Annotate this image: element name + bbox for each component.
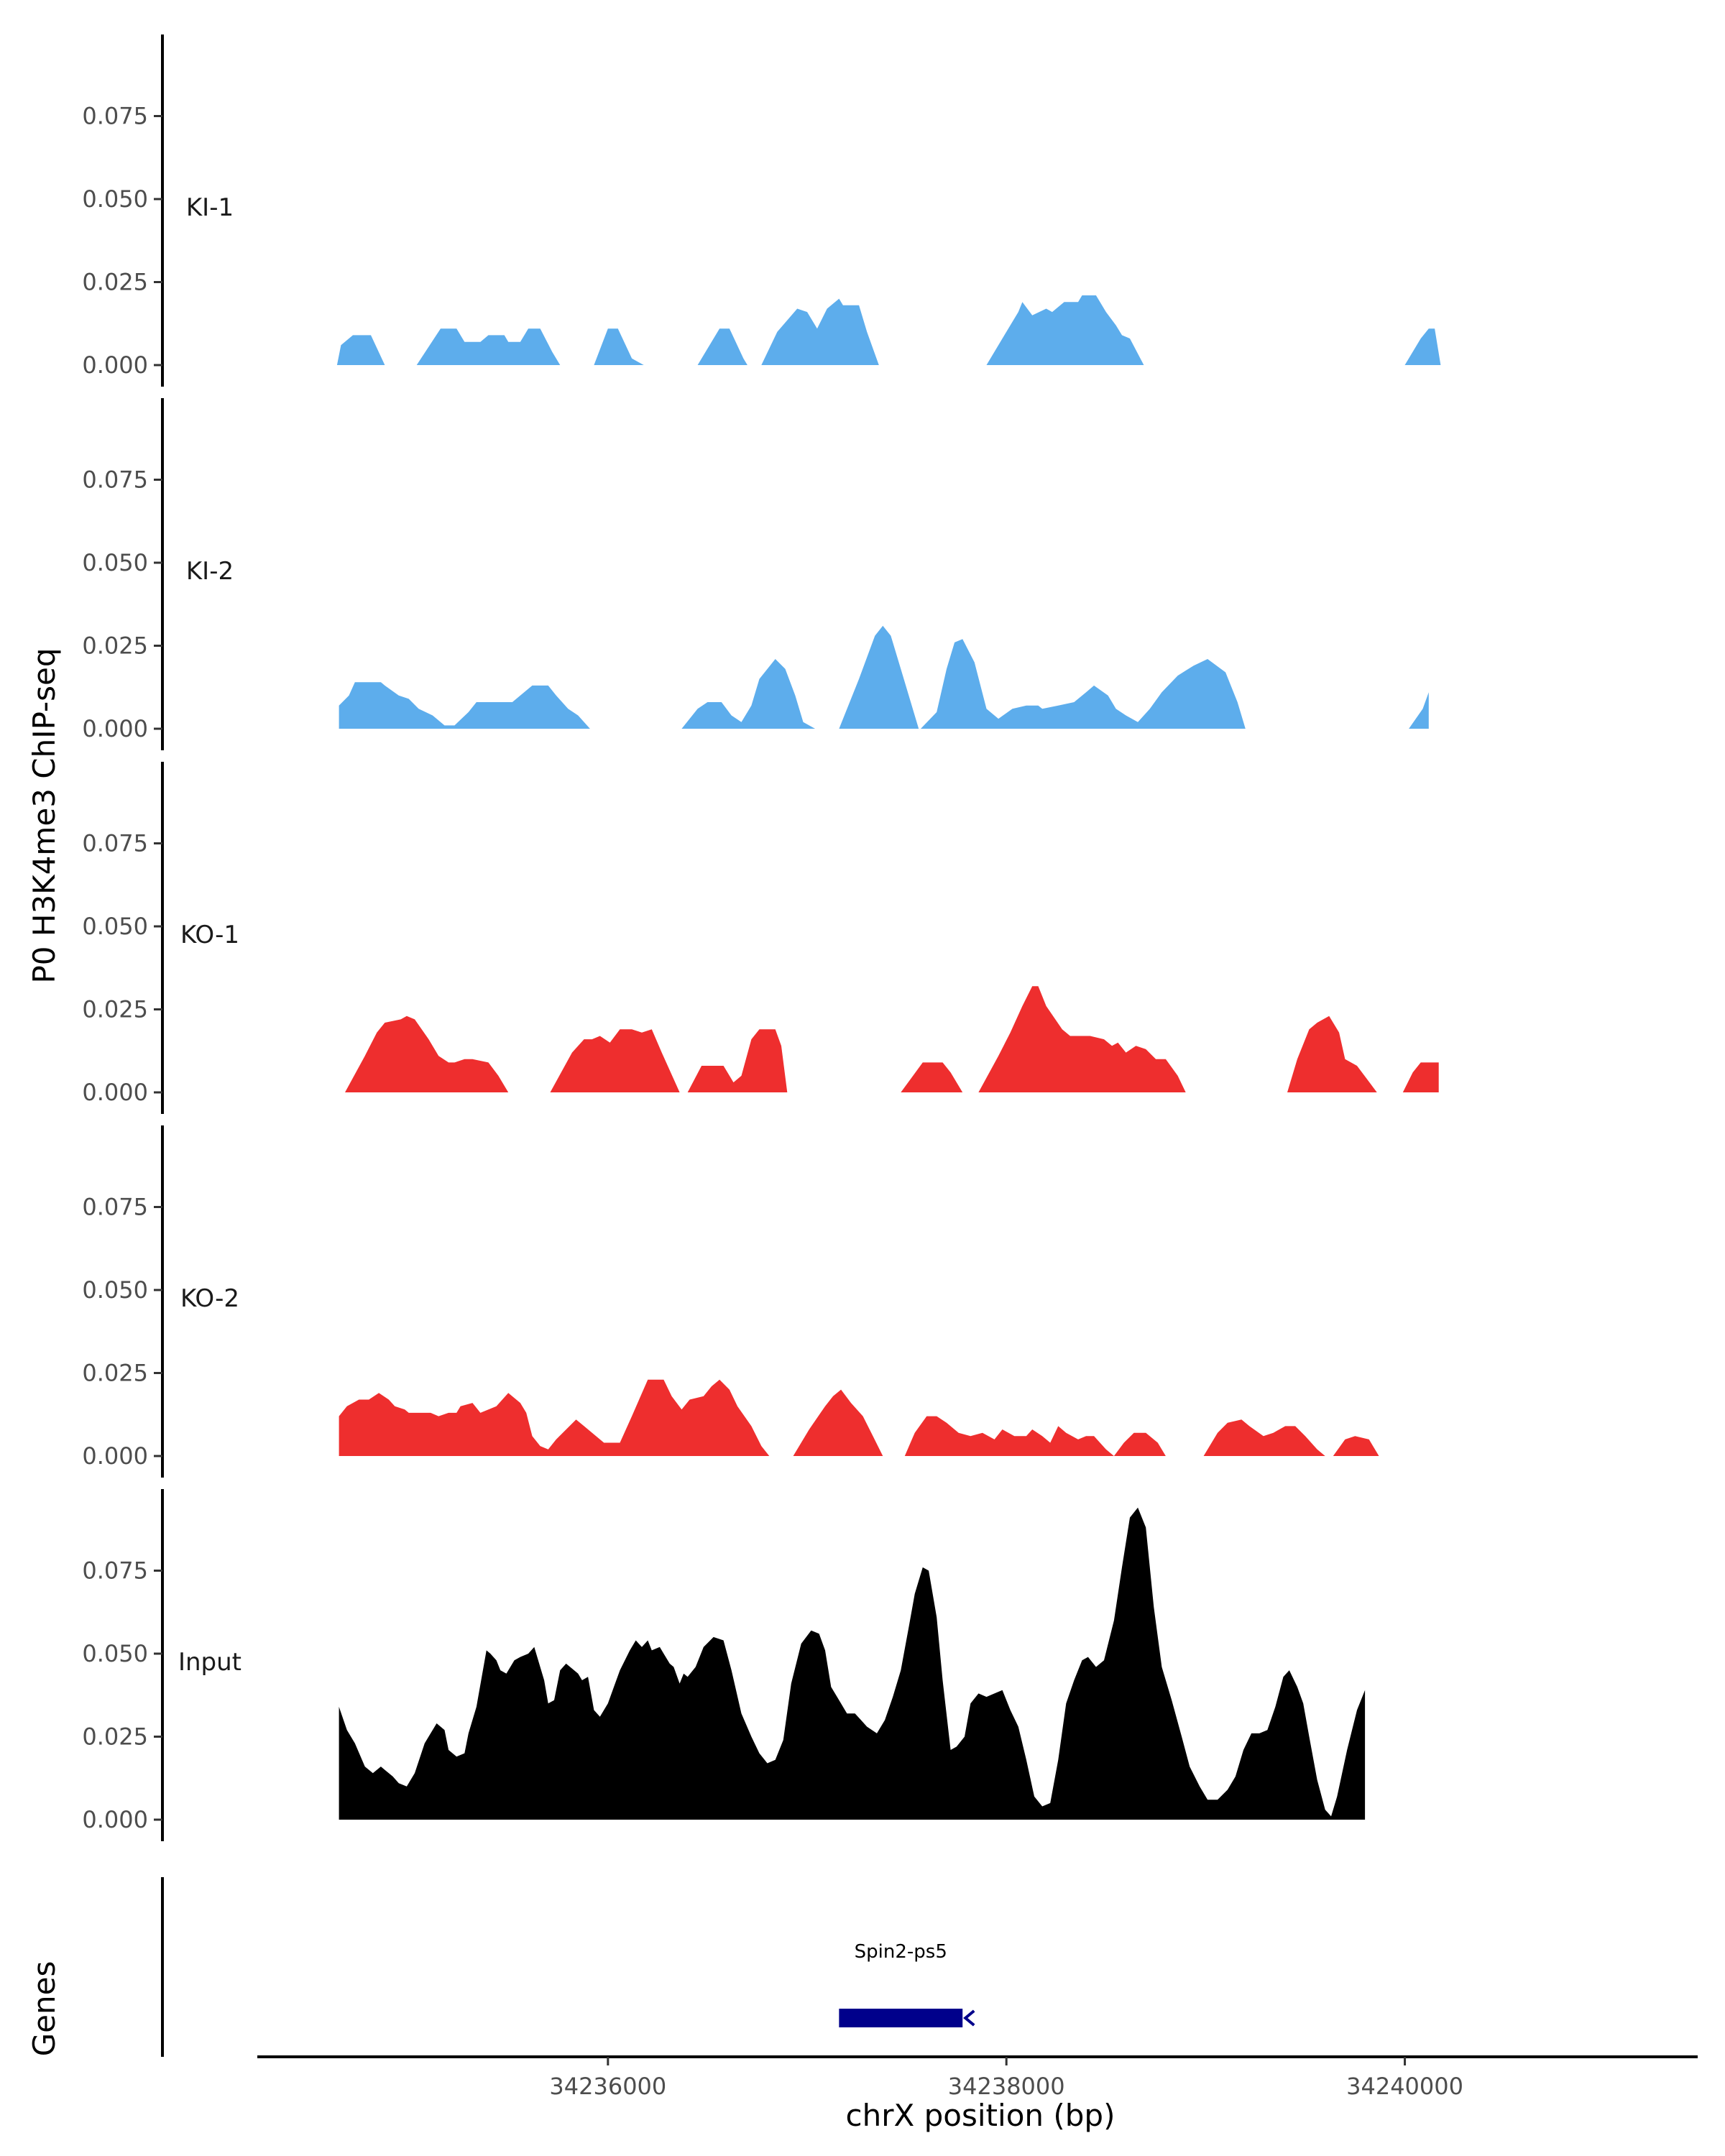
y-tick-label: 0.000 [82,1442,148,1470]
x-axis-title: chrX position (bp) [846,2098,1116,2133]
track-panel-ki-2: 0.000 0.025 0.050 0.075 KI-2 [82,398,1429,750]
track-label-ki-2: KI-2 [186,557,234,586]
gene-label: Spin2-ps5 [855,1941,947,1963]
x-axis: 34236000 34238000 34240000 [257,2055,1698,2100]
track-panel-ko-1: 0.000 0.025 0.050 0.075 KO-1 [82,762,1439,1114]
y-tick-label: 0.050 [82,1640,148,1667]
signal-area-ki-2 [339,625,1429,729]
track-label-input: Input [178,1648,242,1677]
y-tick-label: 0.075 [82,1194,148,1221]
y-tick-label: 0.050 [82,185,148,213]
y-tick-label: 0.075 [82,103,148,130]
y-tick-label: 0.075 [82,466,148,494]
y-tick-label: 0.000 [82,351,148,379]
x-tick-label: 34238000 [948,2073,1065,2100]
track-panel-ki-1: 0.000 0.025 0.050 0.075 KI-1 [82,34,1441,387]
y-tick-label: 0.050 [82,549,148,576]
gene-body [839,2009,963,2027]
gene-track-title: Genes [27,1961,62,2057]
track-panel-ko-2: 0.000 0.025 0.050 0.075 KO-2 [82,1125,1379,1478]
signal-area-ki-1 [336,295,1441,365]
track-panel-input: 0.000 0.025 0.050 0.075 Input [82,1489,1366,1841]
y-tick-label: 0.025 [82,632,148,660]
gene-track: Spin2-ps5 [161,1877,975,2057]
track-label-ko-1: KO-1 [180,921,239,949]
track-panels: 0.0000.0250.0500.075KI-10.0000.0250.0500… [82,34,1441,1841]
signal-area-ko-2 [339,1379,1379,1456]
y-tick-label: 0.025 [82,1723,148,1751]
y-tick-label: 0.075 [82,1557,148,1585]
signal-area-ko-1 [345,986,1439,1092]
y-tick-label: 0.000 [82,1806,148,1833]
y-tick-label: 0.025 [82,1360,148,1387]
track-label-ko-2: KO-2 [180,1284,239,1313]
x-tick-label: 34236000 [549,2073,666,2100]
y-tick-label: 0.075 [82,830,148,857]
track-label-ki-1: KI-1 [186,193,234,222]
y-tick-label: 0.025 [82,269,148,296]
x-tick-label: 34240000 [1346,2073,1463,2100]
gene-strand-arrow [963,2009,975,2027]
y-tick-label: 0.000 [82,715,148,742]
y-tick-label: 0.025 [82,996,148,1023]
y-axis-title: P0 H3K4me3 ChIP-seq [27,648,62,983]
y-tick-label: 0.000 [82,1079,148,1106]
y-tick-label: 0.050 [82,1276,148,1304]
signal-area-input [339,1507,1366,1820]
y-tick-label: 0.050 [82,913,148,940]
